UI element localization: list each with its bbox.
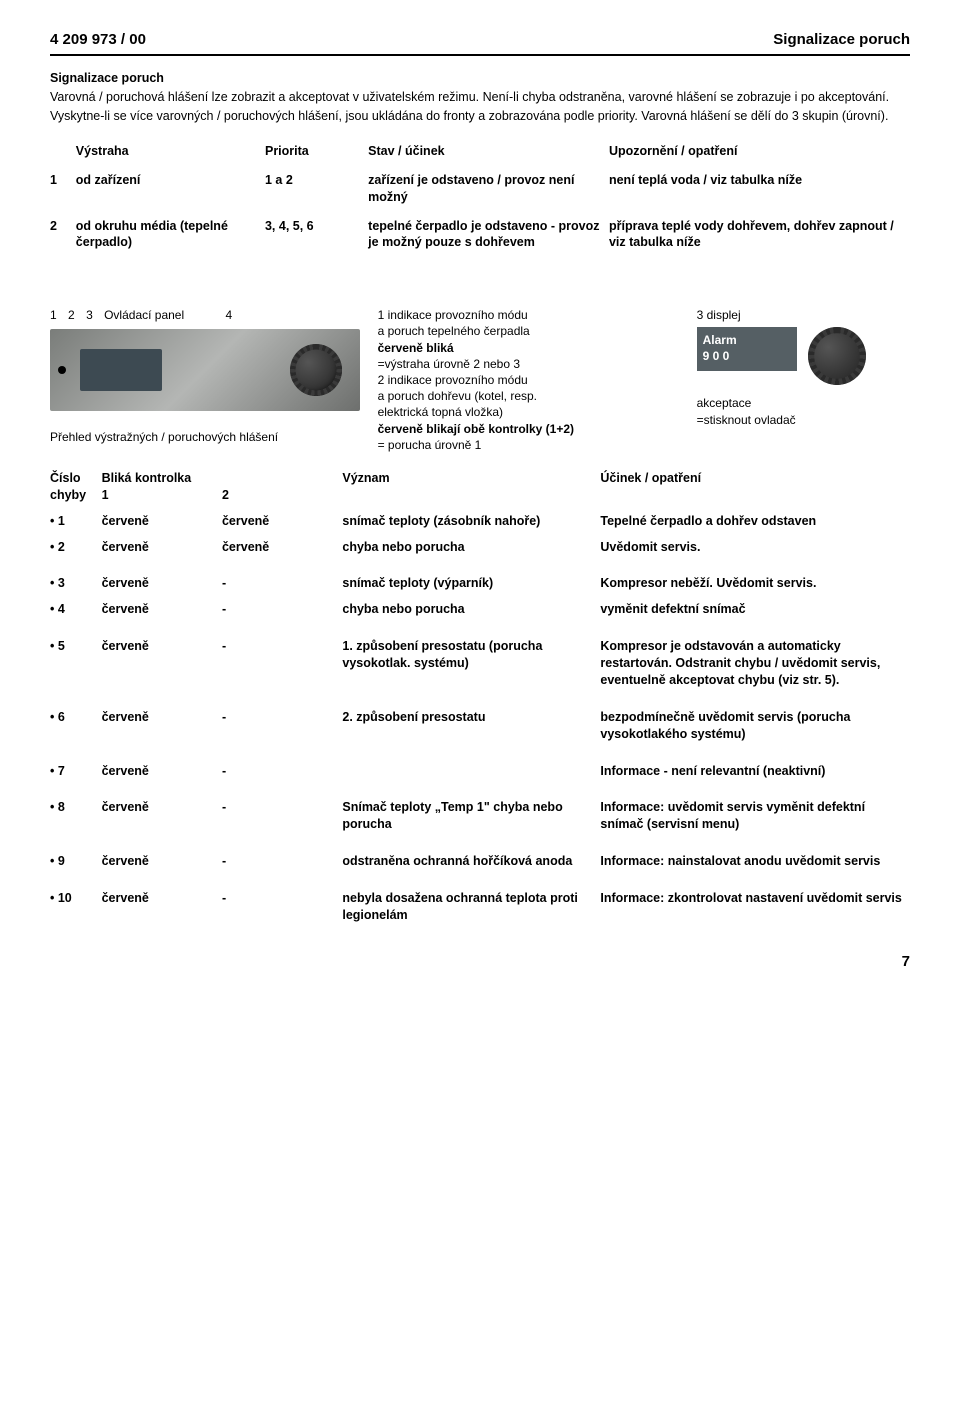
intro-p1: Varovná / poruchová hlášení lze zobrazit… [50, 89, 910, 106]
control-panel-photo [50, 329, 360, 411]
table-row: • 8červeně-Snímač teploty „Temp 1" chyba… [50, 785, 910, 839]
header-right: Signalizace poruch [773, 30, 910, 50]
table-row: • 5červeně-1. způsobení presostatu (poru… [50, 624, 910, 695]
panel-right-legend: 3 displej Alarm 9 0 0 akceptace =stiskno… [697, 307, 929, 428]
panel-mid-legend: 1 indikace provozního módu a poruch tepe… [378, 307, 679, 453]
intro-p2: Vyskytne-li se více varovných / poruchov… [50, 108, 910, 125]
alarm-display: Alarm 9 0 0 [697, 327, 797, 370]
display-screen [80, 349, 162, 391]
t1-h3: Stav / účinek [368, 139, 609, 168]
panel-labels: 1 2 3 Ovládací panel 4 [50, 307, 360, 323]
table-row: • 1červeněčerveněsnímač teploty (zásobní… [50, 510, 910, 536]
page-number: 7 [50, 952, 910, 972]
priority-table: Výstraha Priorita Stav / účinek Upozorně… [50, 139, 910, 259]
table-row: 2od okruhu média (tepelné čerpadlo)3, 4,… [50, 214, 910, 260]
rotary-knob-icon [290, 344, 342, 396]
table-row: • 4červeně-chyba nebo poruchavyměnit def… [50, 598, 910, 624]
header-rule [50, 54, 910, 56]
rotary-knob-icon [808, 327, 866, 385]
t2-h-uci: Účinek / opatření [600, 467, 910, 510]
t1-h4: Upozornění / opatření [609, 139, 910, 168]
table-row: • 10červeně-nebyla dosažena ochranná tep… [50, 876, 910, 930]
t2-h-k1: Bliká kontrolka 1 [102, 467, 222, 510]
overview-title: Přehled výstražných / poruchových hlášen… [50, 429, 360, 445]
table-row: • 9červeně-odstraněna ochranná hořčíková… [50, 839, 910, 876]
led-icon [58, 366, 66, 374]
table-row: • 2červeněčerveněchyba nebo poruchaUvědo… [50, 536, 910, 562]
t1-h2: Priorita [265, 139, 368, 168]
table-row: • 6červeně-2. způsobení presostatubezpod… [50, 695, 910, 749]
panel-row: 1 2 3 Ovládací panel 4 Přehled výstražný… [50, 307, 910, 453]
t2-h-k2: 2 [222, 467, 342, 510]
intro-block: Signalizace poruch Varovná / poruchová h… [50, 70, 910, 125]
t2-h-num: Číslo chyby [50, 467, 102, 510]
t2-h-vyz: Význam [342, 467, 600, 510]
error-table: Číslo chyby Bliká kontrolka 1 2 Význam Ú… [50, 467, 910, 930]
t1-h1: Výstraha [76, 139, 265, 168]
header-left: 4 209 973 / 00 [50, 30, 146, 50]
intro-title: Signalizace poruch [50, 70, 910, 87]
table-row: • 7červeně-Informace - není relevantní (… [50, 749, 910, 786]
table-row: 1od zařízení1 a 2zařízení je odstaveno /… [50, 168, 910, 214]
table-row: • 3červeně-snímač teploty (výparník)Komp… [50, 561, 910, 598]
